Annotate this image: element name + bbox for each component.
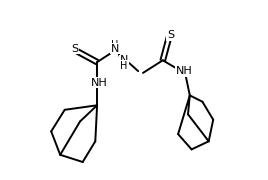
Text: H: H (120, 61, 128, 71)
Text: N: N (120, 55, 128, 65)
Text: H: H (111, 40, 119, 50)
Text: N: N (111, 44, 119, 54)
Text: S: S (167, 30, 174, 40)
Text: NH: NH (91, 78, 107, 88)
Text: NH: NH (176, 66, 193, 76)
Text: S: S (71, 44, 78, 54)
